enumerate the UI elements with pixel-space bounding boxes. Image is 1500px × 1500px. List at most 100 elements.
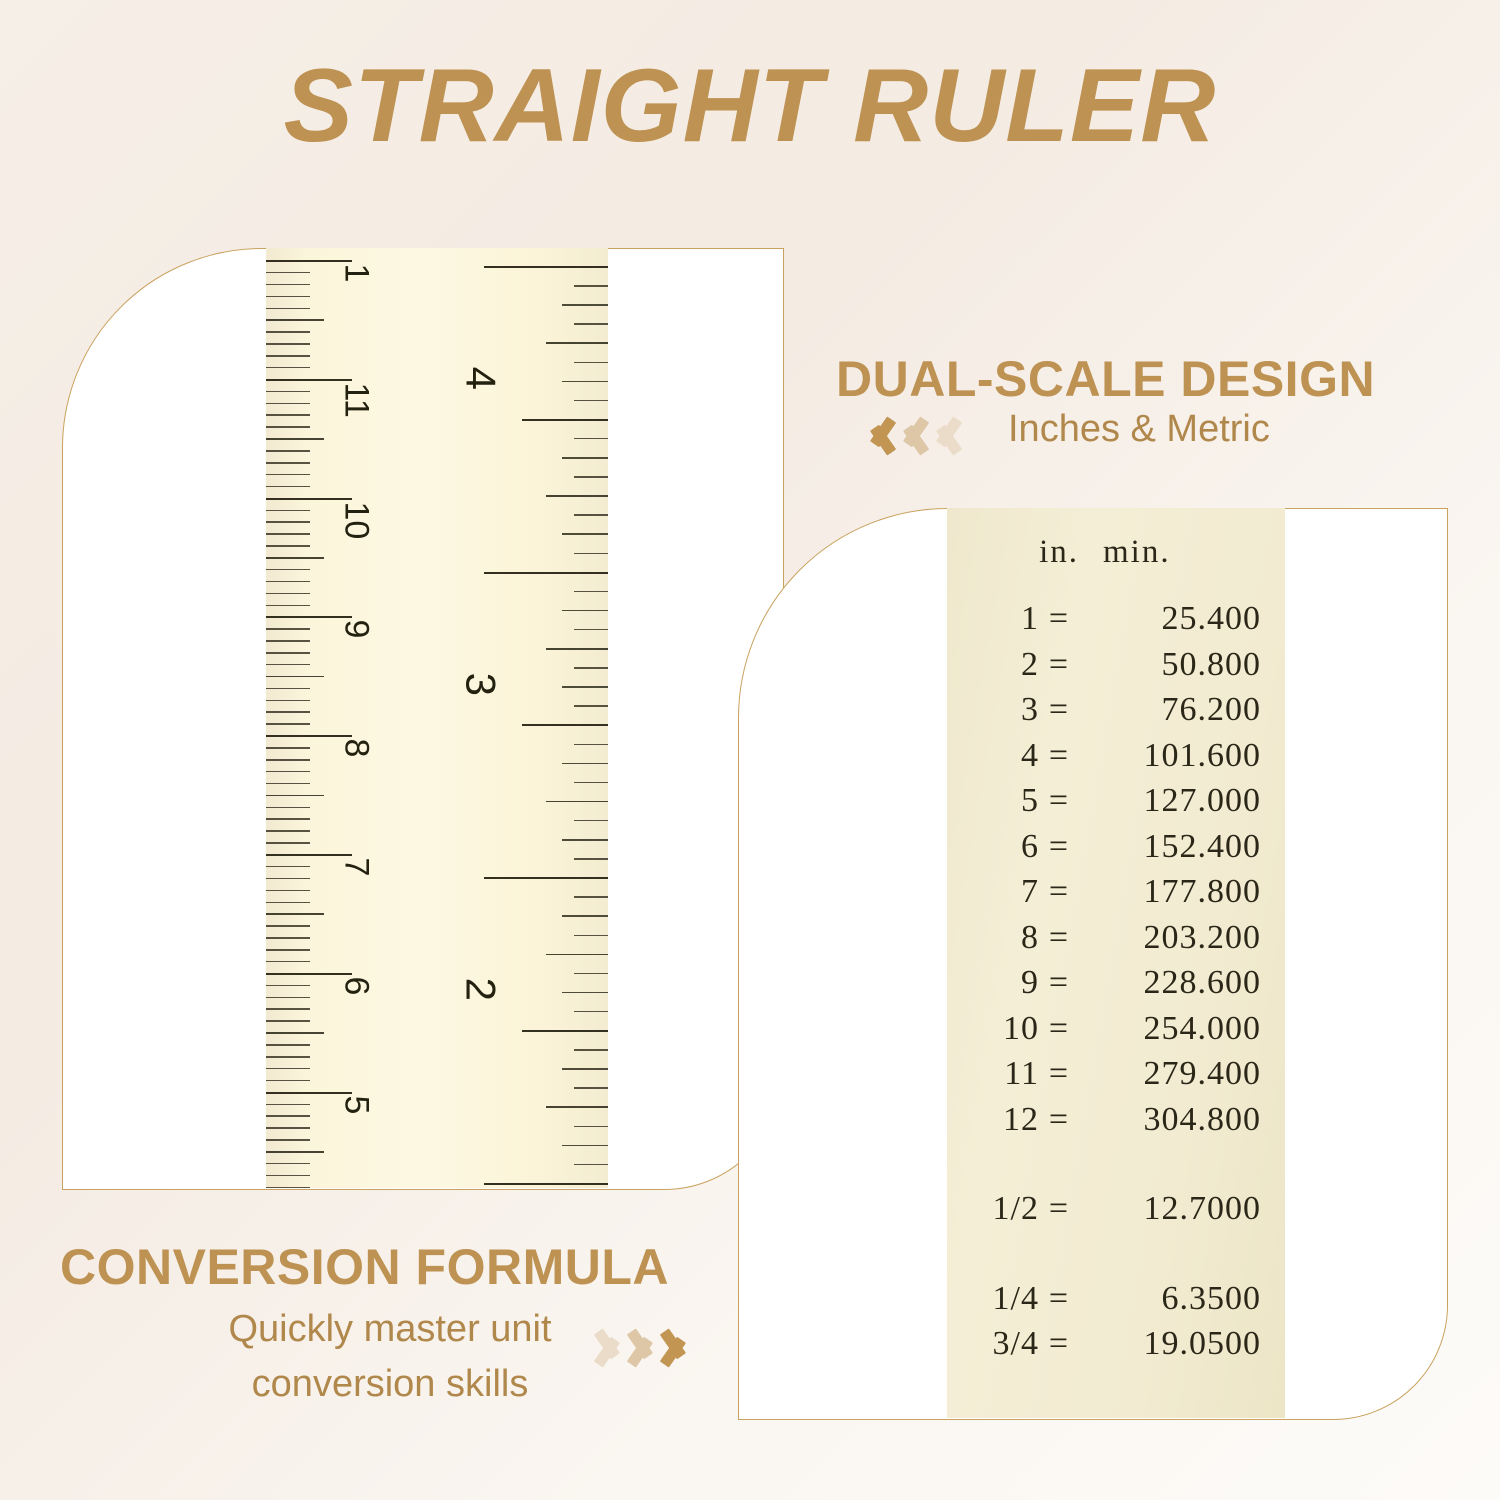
ruler-label-cm: 10 xyxy=(337,501,376,539)
ruler-tick-mm xyxy=(266,462,310,464)
ruler-tick-inch-fraction xyxy=(574,1163,608,1166)
conversion-row-equals: = xyxy=(1048,1279,1070,1317)
ruler-tick-mm xyxy=(266,1151,324,1153)
ruler-tick-mm xyxy=(266,925,310,927)
conversion-row-millimeters: 304.800 xyxy=(1143,1100,1261,1138)
ruler-tick-mm xyxy=(266,533,310,535)
ruler-tick-cm xyxy=(266,854,352,857)
ruler-label-cm: 8 xyxy=(337,738,376,758)
ruler-tick-mm xyxy=(266,984,310,987)
ruler-tick-mm xyxy=(266,1044,310,1046)
conversion-row-equals: = xyxy=(1048,918,1070,956)
ruler-tick-inch-fraction xyxy=(522,1030,608,1032)
conversion-table-row: 3/4 = 19.0500 xyxy=(947,1325,1285,1363)
ruler-tick-inch-fraction xyxy=(562,686,608,688)
conversion-row-millimeters: 152.400 xyxy=(1143,827,1261,865)
conversion-row-millimeters: 254.000 xyxy=(1143,1009,1261,1047)
ruler-tick-mm xyxy=(266,604,310,607)
ruler-tick-mm xyxy=(266,450,310,452)
feature-subtext-dual-scale: Inches & Metric xyxy=(1008,408,1270,450)
ruler-tick-inch-fraction xyxy=(574,896,608,898)
ruler-tick-mm xyxy=(266,770,310,773)
conversion-row-inches: 9 xyxy=(1021,964,1039,1001)
conversion-row-equals: = xyxy=(1048,691,1070,728)
conversion-row-equals: = xyxy=(1048,736,1070,774)
ruler-label-inch: 3 xyxy=(457,672,504,696)
ruler-tick-inch-fraction xyxy=(574,323,608,325)
ruler-tick-mm xyxy=(266,580,310,583)
ruler-tick-mm xyxy=(266,1103,310,1106)
ruler-tick-mm xyxy=(266,1162,310,1165)
ruler-tick-cm xyxy=(266,735,352,738)
conversion-table-row: 8 = 203.200 xyxy=(947,919,1285,957)
conversion-row-millimeters: 228.600 xyxy=(1143,964,1261,1001)
chevron-right-icon xyxy=(596,1322,624,1368)
ruler-tick-inch-fraction xyxy=(574,858,608,860)
ruler-tick-mm xyxy=(266,1174,310,1177)
conversion-table-row: 3 = 76.200 xyxy=(947,691,1285,729)
ruler-tick-mm xyxy=(266,723,310,725)
ruler-tick-inch-fraction xyxy=(562,915,608,917)
ruler-tick-mm xyxy=(266,557,324,559)
conversion-row-millimeters: 12.7000 xyxy=(1143,1190,1261,1227)
conversion-table-row: 10 = 254.000 xyxy=(947,1010,1285,1048)
ruler-tick-inch-fraction xyxy=(562,991,608,994)
conversion-row-inches: 5 xyxy=(1021,782,1039,819)
ruler-tick-inch-fraction xyxy=(562,762,608,765)
ruler-card: 1 11 10 9 8 7 6 5 4 3 2 xyxy=(62,248,784,1190)
conversion-row-inches: 3/4 xyxy=(992,1325,1039,1362)
conversion-row-inches: 12 xyxy=(1003,1100,1039,1138)
ruler-tick-mm xyxy=(266,937,310,939)
ruler-tick-mm xyxy=(266,485,310,488)
ruler-tick-inch-fraction xyxy=(574,437,608,440)
conversion-row-inches: 8 xyxy=(1021,918,1039,956)
page-title: STRAIGHT RULER xyxy=(283,48,1217,164)
ruler-tick-mm xyxy=(266,830,310,832)
conversion-row-equals: = xyxy=(1039,1415,1079,1419)
ruler-tick-mm xyxy=(266,414,310,416)
conversion-table-row: 9 = 228.600 xyxy=(947,964,1285,1002)
ruler-tick-inch-fraction xyxy=(574,1087,608,1089)
conversion-row-inches: 1/2 xyxy=(992,1190,1039,1227)
conversion-row-inches: 1/8 xyxy=(947,1415,1039,1419)
ruler-tick-inch-fraction xyxy=(546,1106,608,1108)
conversion-row-millimeters: 25.400 xyxy=(1161,600,1261,637)
ruler-tick-cm xyxy=(266,497,352,500)
conversion-row-inches: 4 xyxy=(1021,736,1039,774)
ruler-tick-mm xyxy=(266,568,310,571)
ruler-tick-cm xyxy=(266,1091,352,1094)
conversion-row-millimeters: 279.400 xyxy=(1143,1055,1261,1092)
ruler-label-cm: 5 xyxy=(337,1095,376,1115)
ruler-tick-mm xyxy=(266,1139,310,1141)
conversion-table-row: 5 = 127.000 xyxy=(947,782,1285,820)
conversion-table-row: 4 = 101.600 xyxy=(947,737,1285,775)
ruler-tick-inch-fraction xyxy=(574,781,608,784)
conversion-row-equals: = xyxy=(1048,1055,1070,1092)
ruler-tick-mm xyxy=(266,509,310,512)
ruler-tick-inch-fraction xyxy=(574,667,608,669)
chevron-group-left xyxy=(866,410,965,456)
ruler-tick-inch-fraction xyxy=(562,609,608,612)
ruler-tick-mm xyxy=(266,366,310,369)
ruler-tick-mm xyxy=(266,1067,310,1070)
ruler-tick-mm xyxy=(266,842,310,844)
ruler-tick-inch-fraction xyxy=(522,724,608,727)
ruler-tick-inch-fraction xyxy=(574,705,608,707)
ruler-tick-inch-fraction xyxy=(574,476,608,478)
chevron-left-icon xyxy=(866,410,894,456)
ruler-tick-mm xyxy=(266,438,324,440)
conversion-row-millimeters: 19.0500 xyxy=(1143,1325,1261,1362)
conversion-row-equals: = xyxy=(1048,782,1070,819)
conversion-row-inches: 6 xyxy=(1021,827,1039,865)
chevron-left-icon xyxy=(899,410,927,456)
ruler-tick-mm xyxy=(266,747,310,749)
ruler-tick-inch-fraction xyxy=(562,533,608,535)
ruler-tick-inch-fraction xyxy=(574,1010,608,1013)
ruler-tick-mm xyxy=(266,640,310,642)
ruler-tick-mm xyxy=(266,652,310,654)
conversion-row-equals: = xyxy=(1048,1325,1070,1362)
ruler-tick-inch-fraction xyxy=(522,418,608,421)
ruler-tick-inch-fraction xyxy=(574,934,608,937)
ruler-tick-mm xyxy=(266,889,310,892)
conversion-row-equals: = xyxy=(1048,1190,1070,1227)
